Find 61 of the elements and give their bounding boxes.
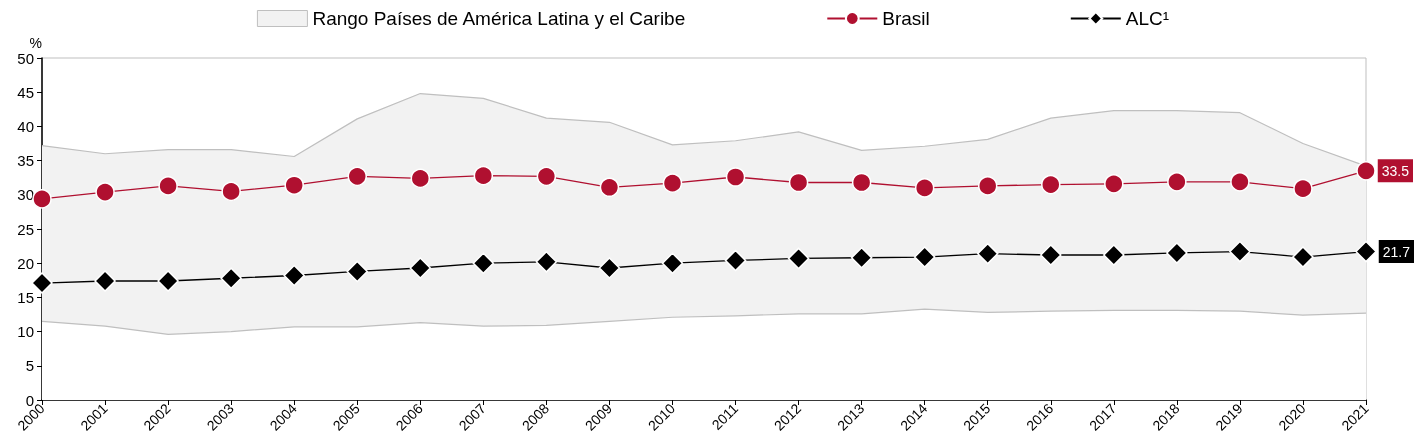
point	[409, 257, 432, 279]
point	[410, 168, 431, 189]
legend-label: Brasil	[882, 8, 930, 29]
point	[976, 242, 999, 265]
point	[661, 252, 684, 274]
y-tick-label: 0	[25, 391, 34, 409]
legend-label: ALC¹	[1125, 8, 1170, 29]
y-tick-label: 45	[17, 83, 34, 101]
point	[598, 257, 621, 279]
point	[94, 270, 116, 292]
point	[1103, 244, 1125, 266]
point	[1355, 240, 1377, 263]
point	[1104, 174, 1124, 194]
point	[31, 272, 53, 294]
data-label: 21.7	[1382, 243, 1411, 260]
y-tick-label: 25	[17, 220, 34, 238]
point	[535, 251, 558, 273]
y-axis-title: %	[29, 35, 42, 51]
point	[724, 249, 747, 272]
point	[346, 260, 368, 283]
point	[158, 176, 178, 196]
point	[473, 165, 494, 186]
point	[1356, 161, 1376, 181]
point	[977, 176, 998, 196]
y-tick-label: 20	[17, 254, 34, 272]
point	[283, 264, 305, 287]
y-tick-label: 5	[25, 357, 34, 375]
point	[1229, 240, 1251, 263]
point	[1041, 174, 1061, 195]
point	[850, 246, 873, 269]
point	[1167, 172, 1187, 192]
y-tick-label: 50	[17, 49, 34, 67]
y-tick-label: 30	[17, 186, 34, 204]
point	[851, 172, 872, 193]
y-tick-label: 35	[17, 152, 34, 170]
point	[1040, 244, 1062, 266]
point	[221, 181, 241, 202]
point	[1293, 178, 1313, 199]
y-tick-label: 40	[17, 117, 34, 135]
point	[536, 166, 557, 187]
point	[32, 189, 52, 209]
point	[662, 173, 683, 193]
point	[284, 175, 304, 195]
point	[914, 178, 935, 198]
point	[347, 166, 367, 187]
y-tick-label: 10	[17, 323, 34, 341]
point	[157, 270, 179, 292]
legend-label: Rango Países de América Latina y el Caribe	[312, 8, 686, 29]
point	[1166, 242, 1188, 264]
point	[472, 252, 495, 274]
point	[725, 167, 746, 187]
point	[220, 267, 242, 289]
point	[95, 182, 115, 202]
point	[1230, 172, 1250, 192]
point	[788, 172, 809, 193]
point	[1292, 246, 1314, 268]
point	[913, 246, 936, 268]
y-tick-label: 15	[17, 288, 34, 306]
point	[599, 177, 620, 198]
data-label: 33.5	[1381, 162, 1410, 179]
point	[787, 247, 810, 270]
